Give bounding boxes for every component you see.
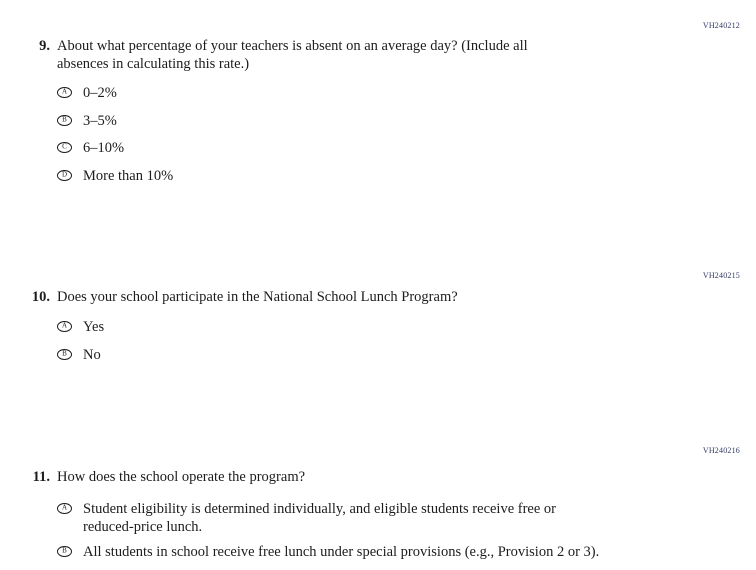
- option-label: No: [83, 347, 101, 363]
- option-letter: A: [61, 321, 68, 330]
- answer-options: A 0–2% B 3–5% C 6–10% D More than 10%: [57, 84, 756, 185]
- question-number: 10.: [31, 289, 50, 305]
- option-label: Student eligibility is determined indivi…: [83, 501, 557, 535]
- option-letter: A: [61, 503, 68, 512]
- answer-option: A Student eligibility is determined indi…: [57, 500, 756, 536]
- question-text: Does your school participate in the Nati…: [57, 289, 458, 305]
- option-bubble-a[interactable]: A: [57, 87, 72, 98]
- question-number: 11.: [32, 469, 50, 485]
- item-code: VH240216: [702, 446, 740, 455]
- option-label: All students in school receive free lunc…: [83, 544, 600, 560]
- question-10: 10. Does your school participate in the …: [0, 288, 756, 364]
- answer-option: D More than 10%: [57, 167, 756, 185]
- answer-option: A 0–2%: [57, 84, 756, 102]
- option-label: Yes: [83, 319, 105, 335]
- question-number: 9.: [39, 38, 50, 54]
- option-letter: D: [61, 170, 68, 178]
- question-9: 9. About what percentage of your teacher…: [0, 37, 756, 185]
- question-11: 11. How does the school operate the prog…: [0, 468, 756, 561]
- answer-options: A Yes B No: [57, 318, 756, 364]
- option-bubble-b[interactable]: B: [57, 114, 72, 126]
- item-code: VH240212: [702, 21, 740, 30]
- item-code: VH240215: [702, 271, 740, 280]
- option-letter: B: [62, 115, 67, 123]
- answer-option: B No: [57, 346, 756, 364]
- option-letter: B: [62, 546, 67, 555]
- answer-option: A Yes: [57, 318, 756, 336]
- answer-option: B 3–5%: [57, 112, 756, 130]
- option-bubble-c[interactable]: C: [57, 142, 72, 153]
- option-bubble-a[interactable]: A: [57, 503, 72, 514]
- option-letter: C: [62, 142, 67, 151]
- question-text: About what percentage of your teachers i…: [57, 38, 528, 72]
- option-bubble-b[interactable]: B: [57, 349, 72, 360]
- option-bubble-b[interactable]: B: [57, 546, 72, 557]
- option-label: 0–2%: [83, 85, 117, 101]
- option-letter: B: [62, 349, 67, 358]
- answer-option: C 6–10%: [57, 139, 756, 157]
- answer-option: B All students in school receive free lu…: [57, 543, 756, 561]
- option-label: More than 10%: [83, 167, 174, 184]
- option-bubble-d[interactable]: D: [57, 169, 72, 181]
- question-text: How does the school operate the program?: [57, 469, 306, 485]
- option-label: 6–10%: [83, 140, 125, 156]
- option-letter: A: [61, 87, 68, 96]
- option-bubble-a[interactable]: A: [57, 321, 72, 332]
- answer-options: A Student eligibility is determined indi…: [57, 500, 756, 561]
- option-label: 3–5%: [83, 112, 117, 129]
